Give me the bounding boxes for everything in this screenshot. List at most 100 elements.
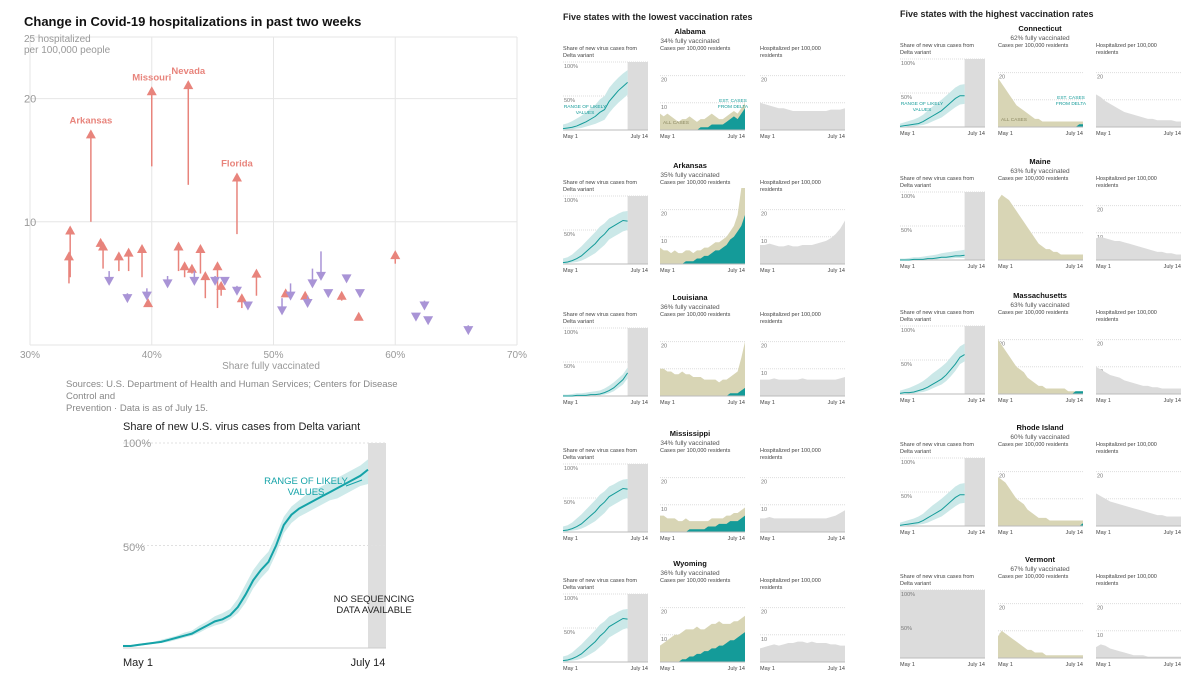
y-label-50: 50% (901, 228, 912, 234)
col1-label: Share of new virus cases from (900, 574, 974, 580)
col2-label: Cases per 100,000 residents (998, 176, 1069, 182)
x-label-end: July 14 (1164, 398, 1181, 404)
delta-share-line (899, 95, 965, 127)
col1-label: Share of new virus cases from (900, 43, 974, 49)
delta-cases-area (660, 515, 745, 532)
hospitalized-area (1096, 644, 1181, 658)
y-label-20: 20 (1097, 208, 1103, 214)
arrow-head (162, 279, 173, 289)
delta-range-band (563, 367, 628, 396)
delta-range-band (900, 343, 965, 394)
y-label-50: 50% (564, 98, 575, 104)
col1-label: Share of new virus cases from (900, 442, 974, 448)
x-tick-label: 50% (263, 350, 283, 361)
all-cases-area (998, 339, 1083, 394)
all-cases-area (660, 102, 745, 130)
x-label-start: May 1 (760, 400, 775, 406)
x-label-start: May 1 (563, 666, 578, 672)
all-cases-area (998, 78, 1083, 127)
col1-label: Delta variant (563, 585, 594, 591)
x-label-start: May 1 (660, 666, 675, 672)
y-label-20: 20 (1097, 342, 1103, 348)
arrow-head (423, 316, 434, 326)
x-label-end: July 14 (631, 536, 648, 542)
delta-range-band (563, 210, 628, 264)
x-tick-label: 40% (142, 350, 162, 361)
state-vaccinated: 34% fully vaccinated (660, 38, 720, 45)
delta-range-band (563, 70, 628, 130)
x-label-end: July 14 (968, 662, 985, 668)
state-name: Maine (1029, 157, 1050, 166)
delta-chart: 100% 50% May 1 July 14 RANGE OF LIKELY V… (123, 438, 414, 669)
arrow-head (354, 289, 365, 299)
state-label-nevada: Nevada (171, 66, 206, 77)
hospitalized-area (1096, 236, 1181, 260)
state-label-arkansas: Arkansas (69, 115, 112, 126)
y-label-20: 20 (999, 474, 1005, 480)
delta-share-line (563, 372, 629, 397)
sources-line2: Prevention · Data is as of July 15. (66, 403, 209, 414)
arrow-head (137, 243, 148, 253)
x-label-start: May 1 (760, 666, 775, 672)
y-label-10: 10 (1097, 633, 1103, 639)
arrow-head (323, 289, 334, 299)
col1-label: Delta variant (900, 317, 931, 323)
x-label-start: May 1 (563, 400, 578, 406)
y-label-50: 50% (901, 626, 912, 632)
state-label-florida: Florida (221, 159, 253, 170)
arrow-head (216, 280, 227, 290)
x-label-end: July 14 (968, 131, 985, 137)
col3-label: Hospitalized per 100,000 (760, 448, 821, 454)
col3-label: residents (1096, 183, 1119, 189)
y-label-10: 10 (661, 105, 667, 111)
col1-label: Share of new virus cases from (900, 310, 974, 316)
delta-cases-area (660, 215, 745, 264)
state-name: Louisiana (672, 293, 708, 302)
x-label-start: May 1 (998, 530, 1013, 536)
scatter-x-label: Share fully vaccinated (222, 361, 320, 372)
y-label-10: 10 (661, 507, 667, 513)
col3-label: Hospitalized per 100,000 (1096, 43, 1157, 49)
delta-chart-title: Share of new U.S. virus cases from Delta… (123, 421, 361, 433)
y-label-10: 10 (761, 239, 767, 245)
y-label-10: 10 (761, 507, 767, 513)
y-label-50: 50% (564, 364, 575, 370)
col1-label: Delta variant (563, 455, 594, 461)
x-label-end: July 14 (828, 400, 845, 406)
arrow-head (302, 299, 313, 309)
arrow-head (186, 263, 197, 273)
arrow-head (195, 243, 206, 253)
col3-label: residents (1096, 581, 1119, 587)
x-label-start: May 1 (660, 400, 675, 406)
delta-cases-area (660, 108, 745, 130)
x-label-start: May 1 (1096, 398, 1111, 404)
arrow-head (63, 251, 74, 261)
y-tick-label: 10 (24, 217, 36, 229)
est-delta-label: EST. CASES (719, 98, 747, 104)
x-label-start: May 1 (998, 662, 1013, 668)
y-label-10: 10 (661, 239, 667, 245)
y-label-20: 20 (761, 480, 767, 486)
arrow-head (236, 293, 247, 303)
col3-label: residents (760, 187, 783, 193)
delta-share-line (562, 82, 628, 130)
arrow-head (146, 86, 157, 96)
y-label-100: 100% (901, 592, 915, 598)
x-label-end: July 14 (631, 400, 648, 406)
arrow-head (122, 294, 133, 304)
x-label-start: May 1 (998, 264, 1013, 270)
y-label-100: 100% (901, 61, 915, 67)
x-label-end: July 14 (828, 134, 845, 140)
col3-label: Hospitalized per 100,000 (760, 46, 821, 52)
delta-x-start: May 1 (123, 657, 153, 669)
arrow-head (104, 276, 115, 286)
hospitalized-area (1096, 366, 1181, 394)
col3-label: residents (760, 53, 783, 59)
y-label-10: 10 (661, 637, 667, 643)
col3-label: residents (1096, 317, 1119, 323)
state-name: Arkansas (673, 161, 707, 170)
y-label-50: 50% (901, 95, 912, 101)
delta-share-line (562, 219, 628, 264)
x-label-end: July 14 (828, 268, 845, 274)
arrow-head (98, 241, 109, 251)
